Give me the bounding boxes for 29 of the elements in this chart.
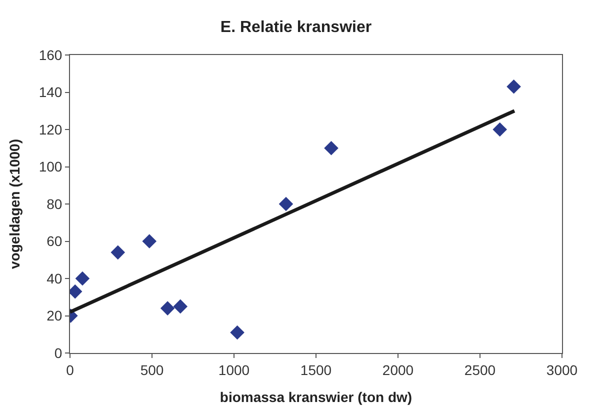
x-tick-label: 2000	[382, 362, 414, 378]
point	[142, 234, 157, 248]
y-tick-label: 40	[46, 270, 62, 286]
x-tick-label: 1500	[300, 362, 332, 378]
y-tick-label: 60	[46, 233, 62, 250]
y-tick-label: 80	[46, 196, 62, 212]
y-tick-label: 20	[46, 308, 62, 324]
point	[173, 299, 188, 314]
x-tick-label: 2500	[464, 362, 496, 378]
x-tick-label: 1000	[218, 362, 250, 378]
x-axis-title: biomassa kranswier (ton dw)	[220, 389, 412, 406]
point	[110, 245, 126, 260]
point	[492, 122, 507, 137]
y-tick-label: 120	[38, 121, 62, 138]
point	[230, 325, 244, 340]
y-tick-label: 160	[38, 46, 62, 63]
point	[75, 271, 90, 286]
y-tick-label: 0	[54, 344, 62, 361]
y-axis-title: vogeldagen (x1000)	[6, 139, 22, 269]
point	[324, 140, 338, 156]
chart-title: E. Relatie kranswier	[220, 18, 372, 36]
point	[278, 196, 294, 212]
x-tick-label: 3000	[546, 362, 578, 378]
x-tick-label: 500	[140, 362, 164, 378]
point	[506, 80, 521, 94]
point	[160, 301, 175, 316]
y-tick-label: 100	[38, 158, 62, 175]
x-tick-label: 0	[66, 362, 74, 378]
y-tick-label: 140	[38, 84, 62, 100]
